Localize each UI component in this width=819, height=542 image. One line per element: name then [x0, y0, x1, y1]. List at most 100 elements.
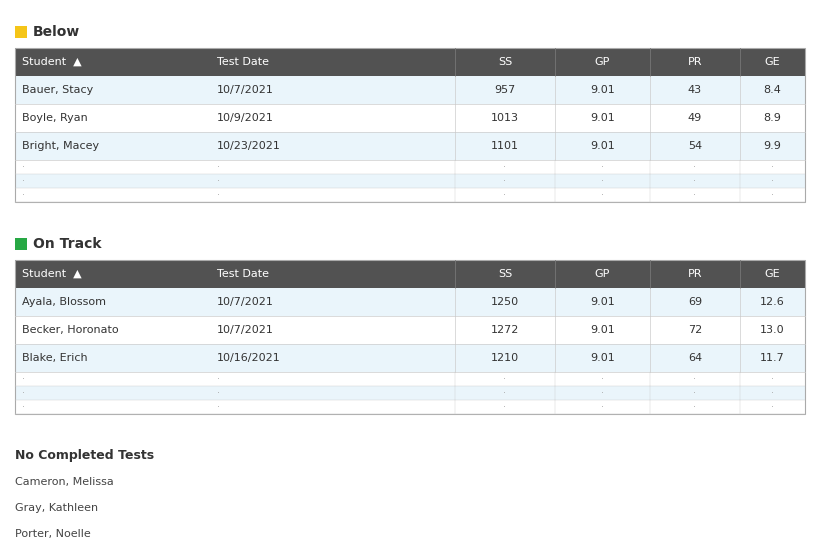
Text: 9.9: 9.9: [762, 141, 781, 151]
Text: ·: ·: [22, 402, 25, 412]
Text: 12.6: 12.6: [759, 297, 784, 307]
Text: 10/23/2021: 10/23/2021: [217, 141, 281, 151]
Text: ·: ·: [217, 374, 219, 384]
Text: 49: 49: [687, 113, 701, 123]
Text: On Track: On Track: [33, 237, 102, 251]
Text: ·: ·: [693, 402, 695, 412]
Text: 13.0: 13.0: [759, 325, 784, 335]
Text: ·: ·: [600, 402, 604, 412]
FancyBboxPatch shape: [15, 238, 27, 250]
Text: 9.01: 9.01: [590, 113, 614, 123]
FancyBboxPatch shape: [15, 174, 804, 188]
Text: Bauer, Stacy: Bauer, Stacy: [22, 85, 93, 95]
Text: ·: ·: [693, 190, 695, 200]
Text: 957: 957: [494, 85, 515, 95]
Text: 11.7: 11.7: [759, 353, 784, 363]
Text: ·: ·: [503, 162, 506, 172]
Text: 9.01: 9.01: [590, 353, 614, 363]
FancyBboxPatch shape: [15, 160, 804, 174]
Text: ·: ·: [217, 176, 219, 186]
Text: ·: ·: [503, 176, 506, 186]
Text: ·: ·: [770, 162, 773, 172]
FancyBboxPatch shape: [15, 372, 804, 386]
Text: ·: ·: [503, 190, 506, 200]
Text: Gray, Kathleen: Gray, Kathleen: [15, 503, 98, 513]
Text: ·: ·: [22, 190, 25, 200]
Text: 1272: 1272: [491, 325, 518, 335]
Text: Below: Below: [33, 25, 80, 39]
Text: ·: ·: [770, 176, 773, 186]
Text: ·: ·: [22, 388, 25, 398]
Text: Test Date: Test Date: [217, 57, 269, 67]
Text: 10/7/2021: 10/7/2021: [217, 85, 274, 95]
Text: ·: ·: [22, 374, 25, 384]
Text: 72: 72: [687, 325, 701, 335]
Text: 8.4: 8.4: [762, 85, 781, 95]
Text: ·: ·: [217, 402, 219, 412]
Text: Student  ▲: Student ▲: [22, 57, 82, 67]
Text: ·: ·: [217, 162, 219, 172]
Text: 10/9/2021: 10/9/2021: [217, 113, 274, 123]
FancyBboxPatch shape: [15, 260, 804, 288]
Text: 9.01: 9.01: [590, 141, 614, 151]
Text: Student  ▲: Student ▲: [22, 269, 82, 279]
FancyBboxPatch shape: [15, 48, 804, 76]
Text: ·: ·: [600, 162, 604, 172]
FancyBboxPatch shape: [15, 316, 804, 344]
Text: 1013: 1013: [491, 113, 518, 123]
Text: Blake, Erich: Blake, Erich: [22, 353, 88, 363]
Text: 1210: 1210: [491, 353, 518, 363]
Text: ·: ·: [693, 162, 695, 172]
Text: 1101: 1101: [491, 141, 518, 151]
Text: 9.01: 9.01: [590, 85, 614, 95]
Text: ·: ·: [693, 176, 695, 186]
Text: 10/16/2021: 10/16/2021: [217, 353, 280, 363]
Text: ·: ·: [693, 388, 695, 398]
FancyBboxPatch shape: [15, 26, 27, 38]
Text: ·: ·: [503, 374, 506, 384]
FancyBboxPatch shape: [15, 288, 804, 316]
Text: Bright, Macey: Bright, Macey: [22, 141, 99, 151]
Text: ·: ·: [22, 176, 25, 186]
Text: ·: ·: [217, 190, 219, 200]
Text: 10/7/2021: 10/7/2021: [217, 297, 274, 307]
Text: ·: ·: [22, 162, 25, 172]
Text: 1250: 1250: [491, 297, 518, 307]
Text: GP: GP: [594, 269, 609, 279]
Text: PR: PR: [687, 269, 701, 279]
Text: GE: GE: [764, 269, 780, 279]
Text: ·: ·: [217, 388, 219, 398]
Text: SS: SS: [497, 269, 512, 279]
FancyBboxPatch shape: [15, 132, 804, 160]
Text: Porter, Noelle: Porter, Noelle: [15, 529, 91, 539]
FancyBboxPatch shape: [15, 400, 804, 414]
Text: 10/7/2021: 10/7/2021: [217, 325, 274, 335]
Text: 64: 64: [687, 353, 701, 363]
Text: Becker, Horonato: Becker, Horonato: [22, 325, 119, 335]
Text: ·: ·: [503, 402, 506, 412]
FancyBboxPatch shape: [15, 104, 804, 132]
Text: ·: ·: [770, 374, 773, 384]
FancyBboxPatch shape: [15, 344, 804, 372]
Text: GP: GP: [594, 57, 609, 67]
Text: 9.01: 9.01: [590, 297, 614, 307]
Text: Cameron, Melissa: Cameron, Melissa: [15, 477, 114, 487]
Text: ·: ·: [503, 388, 506, 398]
Text: ·: ·: [600, 374, 604, 384]
Text: ·: ·: [770, 402, 773, 412]
FancyBboxPatch shape: [15, 386, 804, 400]
Text: GE: GE: [764, 57, 780, 67]
Text: 43: 43: [687, 85, 701, 95]
Text: ·: ·: [600, 388, 604, 398]
Text: SS: SS: [497, 57, 512, 67]
Text: ·: ·: [693, 374, 695, 384]
Text: ·: ·: [770, 388, 773, 398]
Text: 54: 54: [687, 141, 701, 151]
FancyBboxPatch shape: [15, 76, 804, 104]
Text: 69: 69: [687, 297, 701, 307]
Text: 8.9: 8.9: [762, 113, 781, 123]
FancyBboxPatch shape: [15, 188, 804, 202]
Text: ·: ·: [770, 190, 773, 200]
Text: ·: ·: [600, 176, 604, 186]
Text: PR: PR: [687, 57, 701, 67]
